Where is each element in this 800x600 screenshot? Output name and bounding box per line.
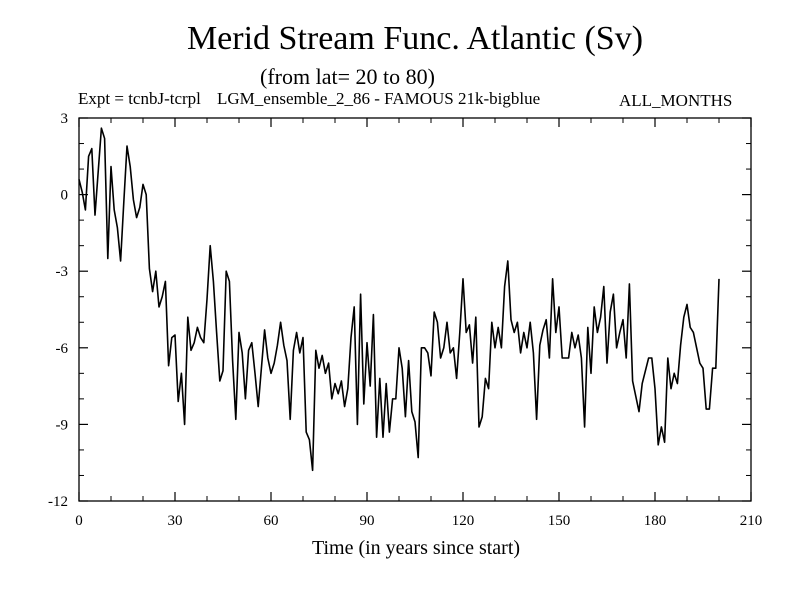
y-tick-label: 3 (61, 111, 69, 127)
x-axis-label: Time (in years since start) (312, 537, 520, 559)
x-tick-label: 90 (360, 513, 375, 529)
x-tick-label: 30 (168, 513, 183, 529)
y-tick-label: -12 (48, 494, 68, 510)
plot-frame (78, 117, 752, 502)
run-name-label: LGM_ensemble_2_86 - FAMOUS 21k-bigblue (217, 89, 541, 108)
x-tick-label: 180 (644, 513, 667, 529)
y-tick-label: -9 (56, 417, 69, 433)
y-tick-label: -6 (56, 341, 69, 357)
x-tick-label: 150 (548, 513, 571, 529)
axis-ticks (78, 117, 752, 502)
chart-title: Merid Stream Func. Atlantic (Sv) (186, 20, 644, 57)
x-tick-label: 0 (75, 513, 83, 529)
chart-subtitle: (from lat= 20 to 80) (260, 64, 435, 89)
x-tick-label: 120 (452, 513, 475, 529)
series-line (78, 127, 720, 472)
y-tick-label: 0 (61, 188, 69, 204)
months-label: ALL_MONTHS (619, 91, 733, 110)
experiment-label: Expt = tcnbJ-tcrpl (78, 89, 201, 108)
x-tick-label: 210 (740, 513, 763, 529)
y-tick-label: -3 (56, 264, 69, 280)
x-tick-label: 60 (264, 513, 279, 529)
